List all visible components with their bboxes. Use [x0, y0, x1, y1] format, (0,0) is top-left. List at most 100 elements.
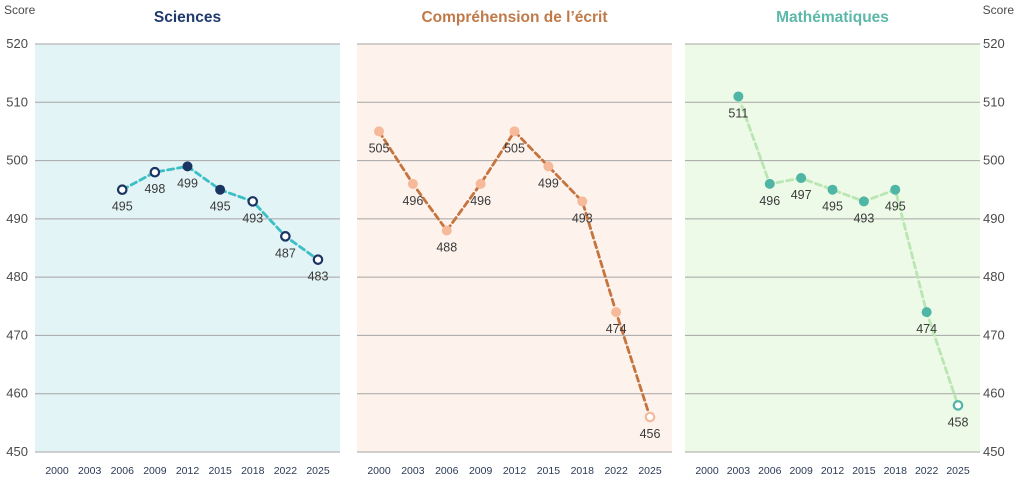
data-point — [280, 231, 291, 242]
data-label: 498 — [144, 182, 165, 196]
data-point — [116, 184, 128, 196]
panel-background — [35, 44, 340, 452]
x-tick-label: 2025 — [638, 465, 662, 477]
x-tick-label: 2025 — [306, 465, 330, 477]
data-point — [890, 184, 901, 195]
data-point — [577, 196, 588, 207]
data-label: 496 — [759, 194, 780, 208]
x-tick-label: 2018 — [571, 465, 595, 477]
data-point — [764, 178, 775, 189]
panel-background — [685, 44, 980, 452]
x-tick-label: 2003 — [78, 465, 102, 477]
y-tick-label-right: 480 — [983, 269, 1005, 284]
data-point — [215, 184, 226, 195]
data-point — [921, 307, 932, 318]
data-label: 487 — [275, 246, 296, 260]
data-label: 493 — [242, 211, 263, 225]
y-tick-label-left: 520 — [6, 36, 28, 51]
data-point — [611, 307, 622, 318]
data-point — [312, 254, 324, 265]
data-point — [475, 178, 486, 189]
data-point — [441, 225, 452, 236]
y-tick-label-left: 470 — [6, 327, 28, 342]
y-axis-title-right: Score — [983, 3, 1015, 17]
data-label: 496 — [402, 194, 423, 208]
data-label: 495 — [210, 200, 231, 214]
x-tick-label: 2003 — [727, 465, 751, 477]
data-label: 495 — [885, 200, 906, 214]
data-label: 505 — [369, 141, 390, 155]
data-label: 456 — [640, 427, 661, 441]
y-tick-label-right: 460 — [983, 386, 1005, 401]
y-tick-label-left: 460 — [6, 386, 28, 401]
y-tick-label-right: 500 — [983, 153, 1005, 168]
x-tick-label: 2015 — [537, 465, 561, 477]
x-tick-label: 2012 — [176, 465, 200, 477]
data-point — [796, 173, 807, 184]
y-tick-label-right: 450 — [983, 444, 1005, 459]
x-tick-label: 2012 — [821, 465, 845, 477]
data-label: 495 — [112, 200, 133, 214]
x-tick-label: 2006 — [758, 465, 782, 477]
data-label: 474 — [916, 322, 937, 336]
data-label: 493 — [572, 211, 593, 225]
data-label: 499 — [538, 176, 559, 190]
y-axis-title-left: Score — [4, 3, 36, 17]
data-label: 474 — [606, 322, 627, 336]
x-tick-label: 2022 — [604, 465, 628, 477]
x-tick-label: 2015 — [852, 465, 876, 477]
panel-title: Compréhension de l’écrit — [421, 9, 607, 26]
x-tick-label: 2009 — [143, 465, 167, 477]
x-tick-label: 2018 — [241, 465, 265, 477]
data-label: 511 — [728, 106, 748, 120]
data-point — [952, 400, 964, 411]
y-tick-label-right: 470 — [983, 327, 1005, 342]
data-label: 497 — [791, 188, 812, 202]
x-tick-label: 2025 — [946, 465, 970, 477]
data-point — [407, 178, 418, 189]
data-point — [509, 126, 520, 137]
data-label: 488 — [436, 241, 457, 255]
x-tick-label: 2012 — [503, 465, 527, 477]
x-tick-label: 2006 — [435, 465, 459, 477]
x-tick-label: 2022 — [915, 465, 939, 477]
data-label: 458 — [948, 415, 969, 429]
y-tick-label-left: 490 — [6, 211, 28, 226]
y-tick-label-right: 510 — [983, 94, 1005, 109]
x-tick-label: 2000 — [45, 465, 69, 477]
data-point — [543, 161, 554, 172]
y-tick-label-left: 450 — [6, 444, 28, 459]
panel-title: Mathématiques — [776, 9, 889, 26]
data-label: 505 — [504, 141, 525, 155]
data-point — [644, 411, 656, 423]
data-point — [374, 126, 384, 137]
x-tick-label: 2018 — [884, 465, 908, 477]
series-line — [737, 95, 960, 407]
x-tick-label: 2000 — [367, 465, 391, 477]
data-point — [733, 91, 744, 102]
data-point — [827, 184, 838, 195]
data-point — [149, 166, 161, 178]
x-tick-label: 2022 — [274, 465, 298, 477]
x-tick-label: 2009 — [469, 465, 493, 477]
data-label: 499 — [177, 176, 198, 190]
data-label: 493 — [853, 211, 874, 225]
data-point — [247, 196, 259, 207]
y-tick-label-left: 510 — [6, 94, 28, 109]
y-tick-label-left: 500 — [6, 153, 28, 168]
x-tick-label: 2000 — [695, 465, 719, 477]
x-tick-label: 2003 — [401, 465, 425, 477]
x-tick-label: 2015 — [208, 465, 232, 477]
panel-title: Sciences — [154, 9, 221, 26]
data-label: 483 — [308, 270, 329, 284]
y-tick-label-right: 490 — [983, 211, 1005, 226]
data-label: 496 — [470, 194, 491, 208]
data-point — [858, 196, 869, 207]
y-tick-label-right: 520 — [983, 36, 1005, 51]
y-tick-label-left: 480 — [6, 269, 28, 284]
x-tick-label: 2009 — [789, 465, 813, 477]
panel-background — [357, 44, 672, 452]
data-label: 495 — [822, 200, 843, 214]
data-point — [182, 161, 193, 172]
